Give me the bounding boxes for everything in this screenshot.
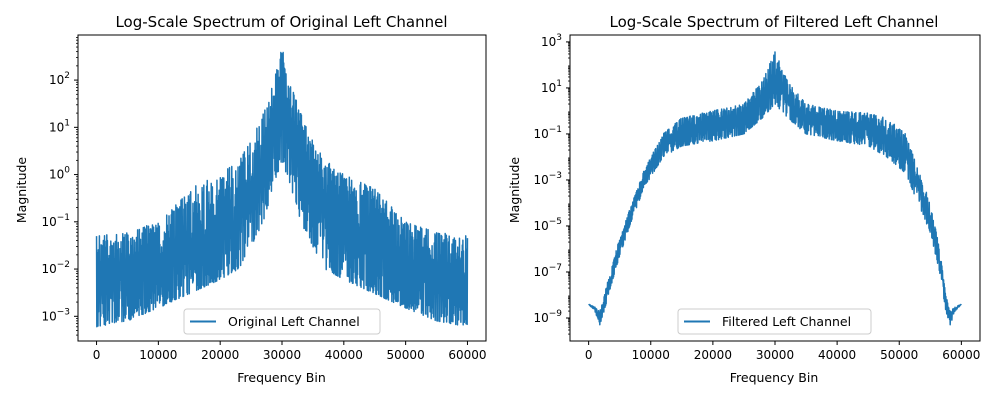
y-tick-label: 10−7 (533, 263, 562, 279)
x-tick-label: 10000 (139, 348, 177, 362)
y-tick-label: 10−5 (533, 217, 562, 233)
x-tick-label: 30000 (756, 348, 794, 362)
legend-box (183, 308, 381, 335)
y-tick-label: 10−2 (41, 260, 70, 276)
chart-title: Log-Scale Spectrum of Original Left Chan… (115, 13, 447, 31)
y-tick-label: 101 (541, 79, 562, 95)
chart-original-left-channel: Log-Scale Spectrum of Original Left Chan… (14, 13, 487, 385)
plot-area: 0 10000 20000 30000 40000 50000 60000 10−3 10−2 1… (41, 34, 487, 362)
x-axis-label: Frequency Bin (730, 370, 819, 385)
y-tick-label: 100 (49, 166, 70, 182)
legend: Original Left Channel (183, 308, 381, 335)
legend: Filtered Left Channel (677, 308, 872, 335)
chart-filtered-left-channel: Log-Scale Spectrum of Filtered Left Chan… (507, 13, 981, 385)
x-axis-label: Frequency Bin (237, 370, 326, 385)
x-tick-label: 50000 (880, 348, 918, 362)
y-tick-label: 10−1 (41, 213, 70, 229)
x-tick-label: 30000 (263, 348, 301, 362)
legend-box (677, 308, 872, 335)
x-tick-label: 60000 (942, 348, 980, 362)
y-tick-label: 10−1 (533, 125, 562, 141)
series-line (95, 51, 469, 328)
y-axis-label: Magnitude (507, 157, 522, 224)
plot-area: 0 10000 20000 30000 40000 50000 60000 10−9 10−7 1… (533, 33, 981, 362)
x-tick-label: 20000 (201, 348, 239, 362)
y-tick-label: 10−3 (41, 307, 70, 323)
chart-title: Log-Scale Spectrum of Filtered Left Chan… (610, 13, 939, 31)
x-tick-label: 50000 (387, 348, 425, 362)
y-tick-label: 103 (541, 33, 562, 49)
x-tick-label: 40000 (818, 348, 856, 362)
y-tick-label: 10−9 (533, 309, 562, 325)
y-tick-label: 102 (49, 71, 70, 87)
series-line (588, 51, 962, 326)
x-tick-label: 10000 (632, 348, 670, 362)
y-axis-label: Magnitude (14, 157, 29, 224)
x-tick-label: 0 (585, 348, 593, 362)
legend-label: Original Left Channel (228, 314, 360, 329)
legend-label: Filtered Left Channel (722, 314, 851, 329)
x-tick-label: 0 (93, 348, 101, 362)
y-tick-label: 10−3 (533, 171, 562, 187)
x-tick-label: 60000 (448, 348, 486, 362)
x-tick-label: 20000 (694, 348, 732, 362)
x-tick-label: 40000 (325, 348, 363, 362)
y-tick-label: 101 (49, 118, 70, 134)
